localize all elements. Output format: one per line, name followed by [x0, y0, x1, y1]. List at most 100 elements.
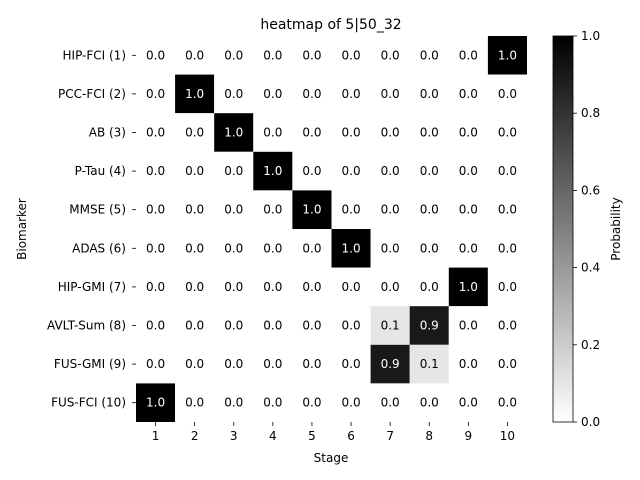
heatmap-cell [409, 306, 449, 345]
cell-value-label: 0.0 [263, 203, 282, 217]
cell-value-label: 0.0 [146, 126, 165, 140]
heatmap-cell [487, 383, 527, 422]
colorbar [552, 35, 574, 423]
y-tick-label: HIP-GMI (7) [58, 280, 126, 294]
x-tick-label: 1 [152, 429, 160, 443]
cell-value-label: 0.0 [302, 396, 321, 410]
heatmap-cell [292, 229, 332, 268]
cell-value-label: 0.0 [224, 357, 243, 371]
heatmap-cell [448, 229, 488, 268]
heatmap-cell [136, 267, 176, 307]
colorbar-ticks: 0.0 0.2 0.4 0.6 0.8 1.0 [573, 29, 600, 429]
chart-title: heatmap of 5|50_32 [260, 17, 401, 33]
heatmap-cell [448, 74, 488, 114]
cell-value-label: 0.0 [302, 319, 321, 333]
cell-value-label: 0.0 [263, 357, 282, 371]
heatmap-cell [370, 267, 410, 307]
heatmap-cell [370, 383, 410, 422]
cell-value-label: 0.0 [185, 319, 204, 333]
heatmap-cell [409, 190, 449, 229]
cell-value-label: 1.0 [185, 87, 204, 101]
cell-value-label: 0.0 [420, 241, 439, 255]
cell-value-label: 0.0 [381, 280, 400, 294]
heatmap-cell [331, 151, 371, 191]
cell-value-label: 0.0 [263, 48, 282, 62]
cell-value-label: 0.0 [498, 203, 517, 217]
heatmap-cell [370, 229, 410, 268]
cell-value-label: 0.0 [498, 126, 517, 140]
cell-value-label: 0.0 [381, 396, 400, 410]
heatmap-cell [409, 74, 449, 114]
heatmap-cell [448, 190, 488, 229]
heatmap-cell [409, 267, 449, 307]
heatmap-cell [214, 151, 254, 191]
heatmap-cell [253, 36, 293, 75]
cell-value-label: 0.0 [146, 203, 165, 217]
cell-value-label: 1.0 [263, 164, 282, 178]
cell-value-label: 0.0 [224, 319, 243, 333]
cell-value-label: 0.0 [224, 280, 243, 294]
cell-value-label: 0.0 [302, 241, 321, 255]
heatmap-cell [370, 344, 410, 384]
cell-value-label: 0.0 [302, 126, 321, 140]
cell-value-label: 0.0 [381, 48, 400, 62]
cell-value-label: 1.0 [459, 280, 478, 294]
cell-value-label: 0.0 [263, 126, 282, 140]
cell-value-label: 0.0 [342, 396, 361, 410]
cell-value-label: 0.1 [381, 319, 400, 333]
y-tick-label: HIP-FCI (1) [63, 48, 127, 62]
heatmap-cell [409, 36, 449, 75]
cell-value-label: 0.0 [459, 48, 478, 62]
cell-value-label: 0.0 [263, 87, 282, 101]
heatmap-cell [409, 113, 449, 152]
cell-value-label: 0.0 [459, 396, 478, 410]
heatmap-cell [136, 113, 176, 152]
heatmap-cell [331, 113, 371, 152]
x-tick-label: 2 [191, 429, 199, 443]
heatmap-cell [370, 151, 410, 191]
y-axis-label: Biomarker [15, 198, 29, 260]
cell-value-label: 0.0 [459, 241, 478, 255]
cell-value-label: 1.0 [146, 396, 165, 410]
x-axis-ticks: 1 2 3 4 5 6 7 8 9 10 [152, 422, 515, 443]
heatmap-cell [214, 113, 254, 152]
cell-value-label: 0.0 [420, 164, 439, 178]
heatmap-cell [175, 190, 215, 229]
heatmap-cell [292, 151, 332, 191]
cell-value-label: 0.0 [420, 280, 439, 294]
cell-value-label: 0.0 [146, 357, 165, 371]
cell-value-label: 0.0 [263, 396, 282, 410]
y-tick-label: AB (3) [89, 126, 126, 140]
cell-value-label: 0.0 [498, 164, 517, 178]
heatmap-cell [292, 36, 332, 75]
cell-value-label: 0.0 [420, 87, 439, 101]
y-tick-label: FUS-GMI (9) [54, 357, 126, 371]
cell-value-label: 0.0 [302, 357, 321, 371]
cell-value-label: 0.0 [302, 164, 321, 178]
heatmap-cell [487, 267, 527, 307]
heatmap-cell [487, 344, 527, 384]
cell-value-label: 0.0 [185, 241, 204, 255]
x-tick-label: 7 [386, 429, 394, 443]
heatmap-cell [331, 229, 371, 268]
heatmap-cell [292, 383, 332, 422]
y-axis-ticks: HIP-FCI (1) PCC-FCI (2) AB (3) P-Tau (4) MMS… [47, 48, 136, 410]
cell-value-label: 0.0 [224, 48, 243, 62]
heatmap-cell [370, 113, 410, 152]
x-tick-label: 3 [230, 429, 238, 443]
cell-value-label: 0.0 [342, 280, 361, 294]
heatmap-cell [331, 344, 371, 384]
heatmap-cell [331, 36, 371, 75]
y-tick-label: AVLT-Sum (8) [47, 319, 126, 333]
heatmap-cell [292, 113, 332, 152]
heatmap-cell [487, 151, 527, 191]
heatmap-cell [448, 383, 488, 422]
colorbar-tick-label: 0.2 [581, 338, 600, 352]
heatmap-cell [331, 306, 371, 345]
heatmap-cell [487, 306, 527, 345]
cell-value-label: 0.0 [185, 357, 204, 371]
cell-value-label: 0.0 [420, 126, 439, 140]
cell-value-label: 0.9 [420, 319, 439, 333]
heatmap-cell [448, 113, 488, 152]
